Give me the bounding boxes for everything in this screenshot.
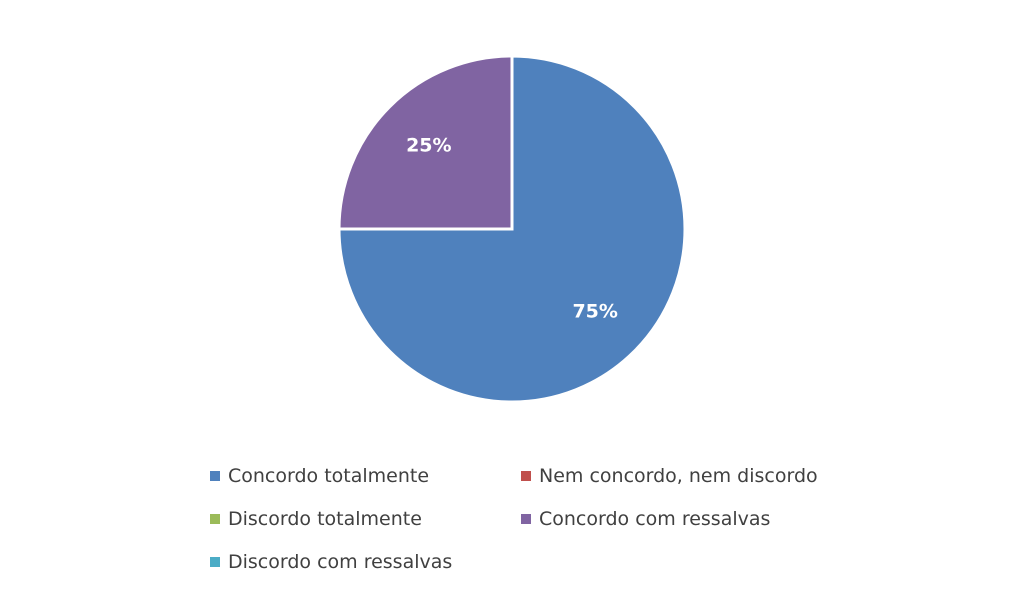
legend-item: Discordo totalmente bbox=[210, 505, 521, 532]
legend-swatch bbox=[521, 470, 531, 481]
legend-label: Discordo com ressalvas bbox=[228, 550, 453, 573]
pie-slice bbox=[337, 54, 514, 231]
data-label: 75% bbox=[572, 301, 617, 323]
data-label: 25% bbox=[406, 134, 451, 156]
legend-label: Nem concordo, nem discordo bbox=[539, 464, 818, 487]
legend-item: Nem concordo, nem discordo bbox=[521, 462, 841, 489]
legend-item: Discordo com ressalvas bbox=[210, 548, 521, 575]
legend-swatch bbox=[210, 513, 220, 524]
legend-item: Concordo com ressalvas bbox=[521, 505, 841, 532]
legend-item: Concordo totalmente bbox=[210, 462, 521, 489]
legend-swatch bbox=[210, 556, 220, 567]
legend-label: Discordo totalmente bbox=[228, 507, 422, 530]
legend-swatch bbox=[521, 513, 531, 524]
legend-swatch bbox=[210, 470, 220, 481]
legend-label: Concordo totalmente bbox=[228, 464, 430, 487]
chart-legend: Concordo totalmente Nem concordo, nem di… bbox=[210, 462, 850, 575]
legend-label: Concordo com ressalvas bbox=[539, 507, 771, 530]
